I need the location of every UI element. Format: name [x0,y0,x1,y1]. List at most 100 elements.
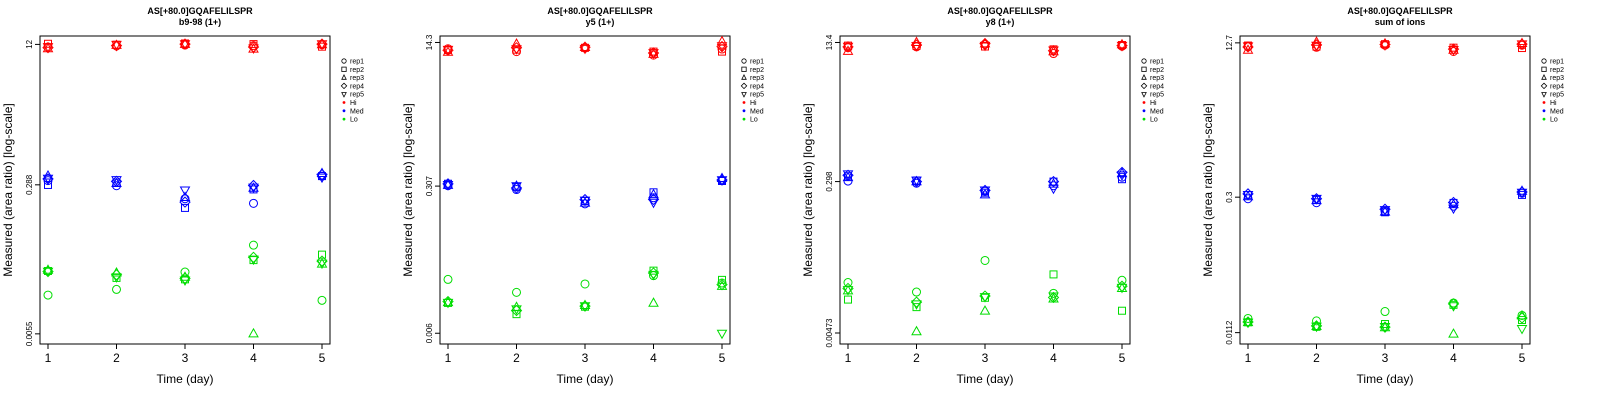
x-tick-label: 3 [1382,351,1389,365]
data-point [511,182,522,192]
x-axis-title: Time (day) [957,372,1014,386]
y-tick-label: 0.307 [425,176,434,197]
data-point [1116,166,1128,179]
scatter-plot: 1 2 3 4 5 12.7 0.3 0.0112 Time (day) Measured (ar… [1201,35,1564,386]
legend-label: rep4 [1150,83,1164,90]
data-point [179,191,191,201]
legend-label: Med [750,108,764,115]
legend-marker [1542,109,1546,113]
legend-label: rep1 [750,59,764,66]
data-point [1049,270,1058,279]
data-point [1448,302,1459,312]
y-axis-title: Measured (area ratio) [log-scale] [401,103,415,276]
data-point [1118,175,1126,184]
legend-label: rep4 [750,83,764,90]
x-tick-label: 2 [113,351,120,365]
legend-marker [342,101,346,104]
legend-marker [1142,117,1146,121]
legend-marker [742,101,746,104]
data-point [1118,306,1126,315]
legend-label: rep1 [350,59,364,66]
series-med [842,166,1128,199]
legend-label: rep5 [350,92,364,99]
data-point [844,295,852,304]
chart-subtitle: y8 (1+) [985,17,1015,27]
data-point [648,270,659,281]
x-tick-label: 4 [650,351,657,365]
data-point [249,240,258,250]
series-lo [1242,298,1528,338]
data-point [111,273,122,283]
y-axis-title: Measured (area ratio) [log-scale] [801,103,815,276]
x-tick-label: 5 [1119,351,1126,365]
data-point [1516,312,1528,324]
data-point [912,287,921,297]
data-point [1380,307,1390,317]
y-tick-label: 0.0112 [1225,320,1234,344]
data-point [842,286,854,296]
legend-marker [342,117,346,121]
scatter-plot: 1 2 3 4 5 14.3 0.307 0.006 Time (day) Measured (a… [401,34,764,386]
legend-label: Hi [1150,100,1157,107]
chart-panel-4: AS[+80.0]GQAFELILSPR sum of ions 1 2 3 4 5 12… [1200,0,1600,400]
data-point [442,298,454,309]
data-point [1379,206,1391,216]
series-hi [442,35,728,60]
data-point [1311,322,1322,333]
chart-title-text: AS[+80.0]GQAFELILSPR [1347,6,1453,16]
legend-marker [1541,74,1547,80]
legend-marker [741,92,747,98]
y-tick-label: 0.288 [25,174,34,195]
x-axis-title: Time (day) [1357,372,1414,386]
legend-marker [1142,109,1146,113]
data-point [1116,171,1128,181]
data-point [911,36,922,46]
legend-label: rep5 [1550,92,1564,99]
data-point [1242,42,1254,52]
data-point [442,45,454,56]
x-tick-label: 2 [913,351,920,365]
data-point [44,180,52,189]
data-point [316,40,328,50]
legend-marker [1540,82,1548,90]
data-point [511,38,522,48]
data-point [1116,38,1128,49]
data-point [111,40,122,51]
x-tick-label: 2 [1313,351,1320,365]
legend-label: Hi [350,100,357,107]
legend-marker [1541,58,1547,64]
data-point [1311,41,1322,52]
data-point [1516,185,1528,195]
legend-marker [741,66,747,72]
x-tick-label: 3 [182,351,189,365]
chart-title: AS[+80.0]GQAFELILSPR y5 (1+) [400,6,800,28]
data-point [1048,184,1059,195]
data-point [316,259,328,270]
data-point [111,39,122,49]
data-point [317,295,327,305]
data-point [110,269,123,281]
legend-marker [1541,92,1547,98]
legend-label: Med [350,108,364,115]
series-med [42,167,328,212]
data-point [1047,175,1060,188]
legend-marker [1141,58,1147,64]
legend-label: rep4 [350,83,364,90]
plot-frame [1239,35,1531,345]
legend-label: Hi [1550,100,1557,107]
data-point [1516,37,1528,48]
data-point [1048,46,1059,57]
legend-label: rep3 [750,75,764,82]
legend-label: rep5 [750,92,764,99]
legend-label: Lo [1550,117,1558,124]
data-point [442,181,454,191]
legend-label: rep3 [1150,75,1164,82]
legend-marker [1542,101,1546,104]
legend-marker [1141,74,1147,80]
data-point [648,198,659,209]
data-point [979,41,991,52]
legend-marker [742,117,746,121]
scatter-plot: 1 2 3 4 5 13.4 0.298 0.00473 Time (day) Measured … [801,34,1164,386]
